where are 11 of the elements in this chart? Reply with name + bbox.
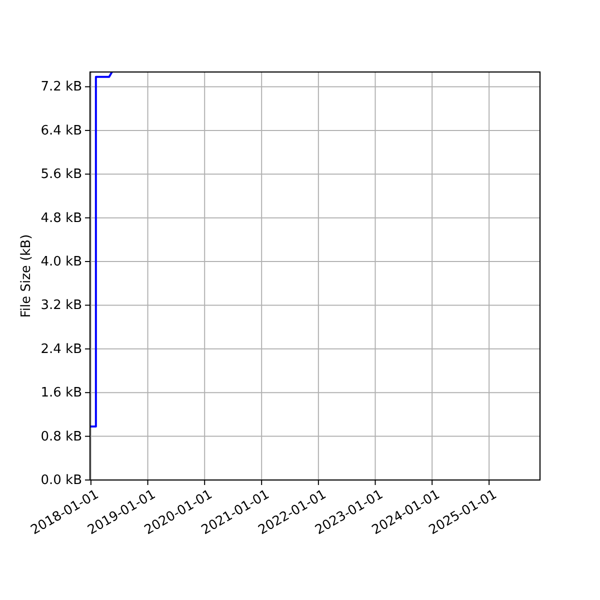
y-tick-label: 7.2 kB bbox=[40, 79, 82, 94]
y-tick-label: 5.6 kB bbox=[40, 166, 82, 182]
y-tick-label: 6.4 kB bbox=[40, 122, 82, 138]
y-tick-label: 2.4 kB bbox=[40, 341, 82, 356]
y-tick-label: 4.8 kB bbox=[40, 210, 82, 226]
y-tick-label: 0.0 kB bbox=[40, 472, 82, 488]
y-tick-label: 4.0 kB bbox=[40, 254, 82, 270]
y-tick-label: 1.6 kB bbox=[40, 385, 82, 400]
y-tick-label: 0.8 kB bbox=[40, 428, 82, 444]
y-tick-label: 3.2 kB bbox=[40, 298, 82, 313]
y-axis-title: File Size (kB) bbox=[19, 234, 34, 318]
